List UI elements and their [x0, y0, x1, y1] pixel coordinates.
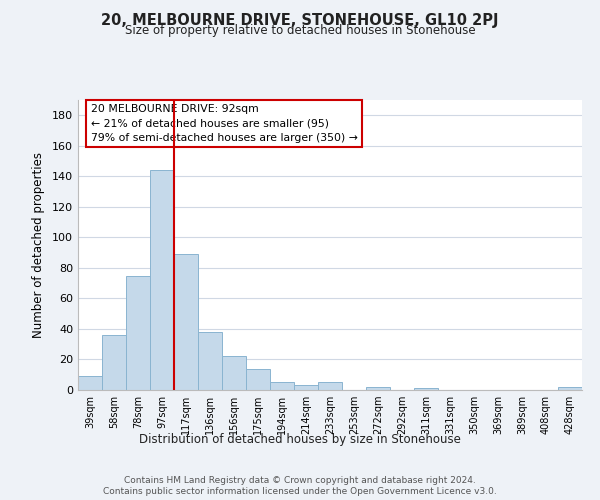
Bar: [174, 254, 198, 390]
Bar: [414, 388, 438, 390]
Bar: [246, 368, 270, 390]
Text: Contains public sector information licensed under the Open Government Licence v3: Contains public sector information licen…: [103, 488, 497, 496]
Bar: [558, 387, 582, 390]
Text: Distribution of detached houses by size in Stonehouse: Distribution of detached houses by size …: [139, 432, 461, 446]
Text: 20, MELBOURNE DRIVE, STONEHOUSE, GL10 2PJ: 20, MELBOURNE DRIVE, STONEHOUSE, GL10 2P…: [101, 12, 499, 28]
Bar: [150, 170, 174, 390]
Bar: [102, 335, 126, 390]
Bar: [270, 382, 294, 390]
Text: Contains HM Land Registry data © Crown copyright and database right 2024.: Contains HM Land Registry data © Crown c…: [124, 476, 476, 485]
Bar: [294, 386, 318, 390]
Bar: [222, 356, 246, 390]
Text: Size of property relative to detached houses in Stonehouse: Size of property relative to detached ho…: [125, 24, 475, 37]
Y-axis label: Number of detached properties: Number of detached properties: [32, 152, 45, 338]
Bar: [78, 376, 102, 390]
Bar: [366, 387, 390, 390]
Bar: [318, 382, 342, 390]
Bar: [198, 332, 222, 390]
Text: 20 MELBOURNE DRIVE: 92sqm
← 21% of detached houses are smaller (95)
79% of semi-: 20 MELBOURNE DRIVE: 92sqm ← 21% of detac…: [91, 104, 358, 143]
Bar: [126, 276, 150, 390]
